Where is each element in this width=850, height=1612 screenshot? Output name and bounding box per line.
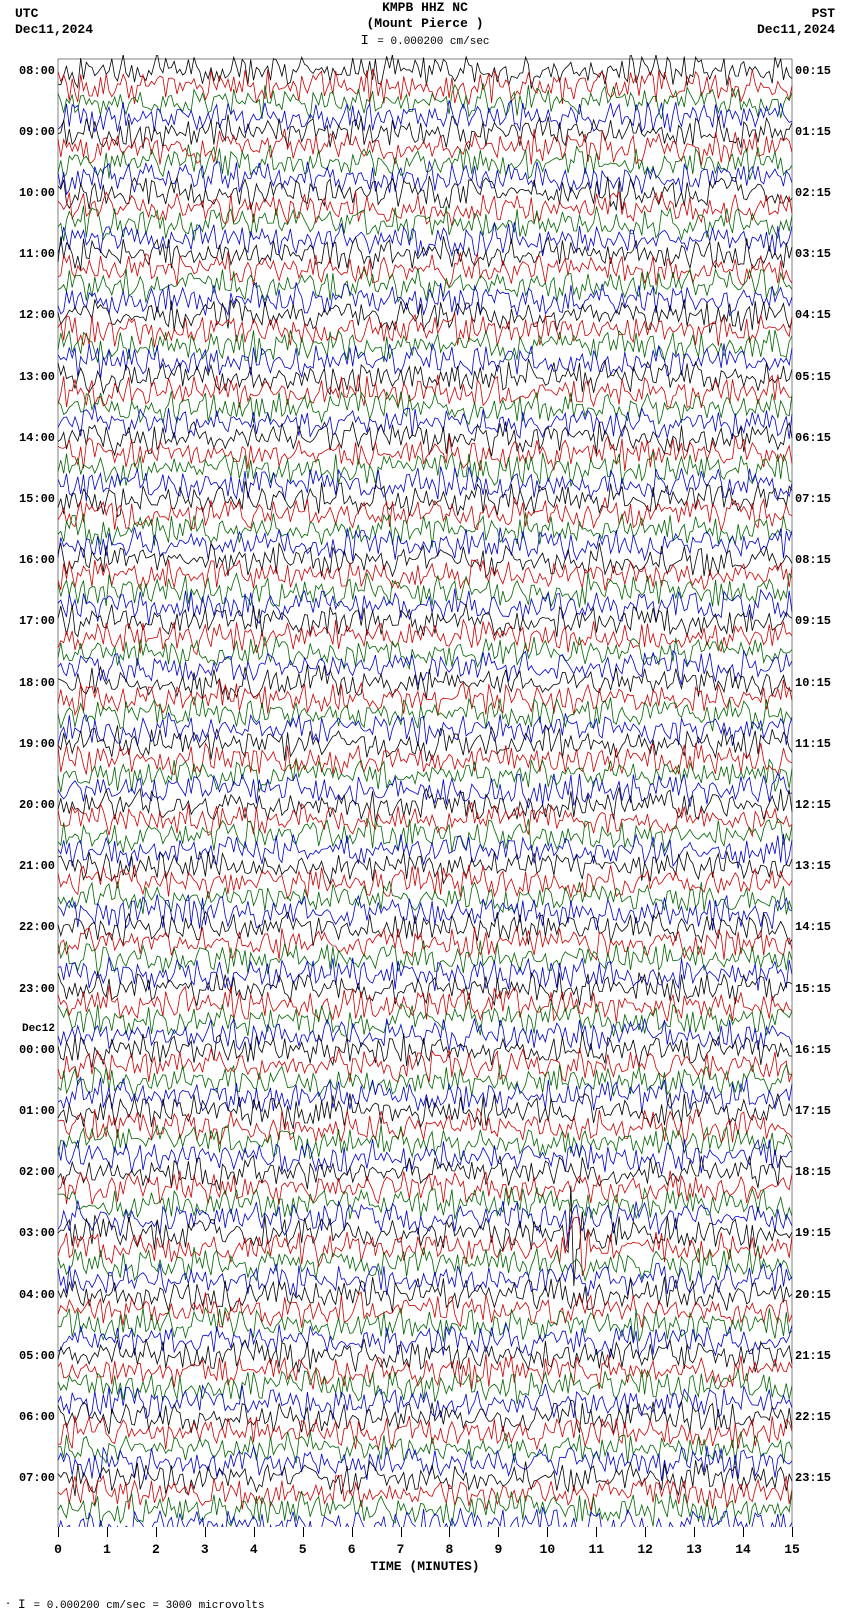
utc-hour-label: 08:00 <box>19 64 55 78</box>
xaxis-tick-label: 4 <box>250 1542 258 1557</box>
yaxis-left-utc: 08:00 09:00 10:00 11:00 12:00 13:00 14:00 15:00… <box>10 55 55 1527</box>
pst-hour-label: 07:15 <box>795 492 831 506</box>
utc-hour-label: 22:00 <box>19 920 55 934</box>
pst-hour-label: 13:15 <box>795 859 831 873</box>
xaxis-tick-label: 12 <box>637 1542 653 1557</box>
pst-hour-label: 18:15 <box>795 1165 831 1179</box>
xaxis-tick-label: 0 <box>54 1542 62 1557</box>
utc-hour-label: 15:00 <box>19 492 55 506</box>
pst-hour-label: 11:15 <box>795 737 831 751</box>
xaxis-tick-label: 8 <box>446 1542 454 1557</box>
utc-hour-label: 23:00 <box>19 982 55 996</box>
seismogram-container: UTC Dec11,2024 KMPB HHZ NC (Mount Pierce… <box>0 0 850 1612</box>
xaxis-tick-label: 9 <box>494 1542 502 1557</box>
pst-date: Dec11,2024 <box>757 22 835 38</box>
utc-hour-label: 03:00 <box>19 1226 55 1240</box>
xaxis-tick-label: 11 <box>588 1542 604 1557</box>
scale-bar-icon: ⋅ I <box>6 1597 34 1612</box>
xaxis-tick-label: 10 <box>540 1542 556 1557</box>
header-center: KMPB HHZ NC (Mount Pierce ) I = 0.000200… <box>360 0 489 50</box>
pst-hour-label: 03:15 <box>795 247 831 261</box>
pst-hour-label: 02:15 <box>795 186 831 200</box>
utc-hour-label: 19:00 <box>19 737 55 751</box>
station-location: (Mount Pierce ) <box>360 16 489 32</box>
xaxis-tick-label: 7 <box>397 1542 405 1557</box>
utc-hour-label: 07:00 <box>19 1471 55 1485</box>
utc-hour-label: 16:00 <box>19 553 55 567</box>
pst-hour-label: 14:15 <box>795 920 831 934</box>
scale-bar-icon: I <box>360 33 377 49</box>
pst-hour-label: 16:15 <box>795 1043 831 1057</box>
utc-hour-label: 01:00 <box>19 1104 55 1118</box>
pst-hour-label: 06:15 <box>795 431 831 445</box>
utc-hour-label: 14:00 <box>19 431 55 445</box>
utc-hour-label: 04:00 <box>19 1288 55 1302</box>
pst-hour-label: 10:15 <box>795 676 831 690</box>
utc-hour-label: Dec12 <box>22 1024 55 1035</box>
utc-hour-label: 06:00 <box>19 1410 55 1424</box>
pst-hour-label: 22:15 <box>795 1410 831 1424</box>
pst-hour-label: 04:15 <box>795 308 831 322</box>
pst-hour-label: 08:15 <box>795 553 831 567</box>
pst-hour-label: 12:15 <box>795 798 831 812</box>
scale-indicator-top: I = 0.000200 cm/sec <box>360 33 489 51</box>
pst-hour-label: 00:15 <box>795 64 831 78</box>
xaxis-tick-label: 6 <box>348 1542 356 1557</box>
plot-area: 08:00 09:00 10:00 11:00 12:00 13:00 14:00 15:00… <box>0 55 850 1527</box>
header: UTC Dec11,2024 KMPB HHZ NC (Mount Pierce… <box>0 0 850 55</box>
pst-hour-label: 09:15 <box>795 614 831 628</box>
xaxis-tick-label: 14 <box>735 1542 751 1557</box>
header-left: UTC Dec11,2024 <box>15 6 93 39</box>
utc-date: Dec11,2024 <box>15 22 93 38</box>
xaxis-tick-label: 13 <box>686 1542 702 1557</box>
utc-hour-label: 18:00 <box>19 676 55 690</box>
pst-hour-label: 15:15 <box>795 982 831 996</box>
utc-hour-label: 10:00 <box>19 186 55 200</box>
pst-hour-label: 01:15 <box>795 125 831 139</box>
utc-hour-label: 00:00 <box>19 1043 55 1057</box>
utc-hour-label: 13:00 <box>19 370 55 384</box>
pst-hour-label: 21:15 <box>795 1349 831 1363</box>
xaxis-label: TIME (MINUTES) <box>370 1559 479 1574</box>
xaxis-tick-label: 15 <box>784 1542 800 1557</box>
pst-hour-label: 19:15 <box>795 1226 831 1240</box>
footer-scale: ⋅ I = 0.000200 cm/sec = 3000 microvolts <box>6 1597 850 1612</box>
utc-hour-label: 17:00 <box>19 614 55 628</box>
pst-hour-label: 23:15 <box>795 1471 831 1485</box>
utc-hour-label: 05:00 <box>19 1349 55 1363</box>
xaxis-tick-label: 3 <box>201 1542 209 1557</box>
utc-hour-label: 11:00 <box>19 247 55 261</box>
xaxis-tick-label: 2 <box>152 1542 160 1557</box>
helicorder-plot <box>0 55 850 1527</box>
pst-tz-label: PST <box>757 6 835 22</box>
utc-hour-label: 12:00 <box>19 308 55 322</box>
utc-tz-label: UTC <box>15 6 93 22</box>
yaxis-right-pst: 00:15 01:15 02:15 03:15 04:15 05:15 06:15 07:15… <box>795 55 840 1527</box>
utc-hour-label: 20:00 <box>19 798 55 812</box>
utc-hour-label: 09:00 <box>19 125 55 139</box>
xaxis-tick-label: 5 <box>299 1542 307 1557</box>
station-code: KMPB HHZ NC <box>360 0 489 16</box>
utc-hour-label: 21:00 <box>19 859 55 873</box>
xaxis-tick-label: 1 <box>103 1542 111 1557</box>
pst-hour-label: 17:15 <box>795 1104 831 1118</box>
pst-hour-label: 20:15 <box>795 1288 831 1302</box>
xaxis: TIME (MINUTES) 0123456789101112131415 <box>58 1527 792 1567</box>
pst-hour-label: 05:15 <box>795 370 831 384</box>
header-right: PST Dec11,2024 <box>757 6 835 39</box>
xaxis-tickmarks <box>58 1527 792 1539</box>
utc-hour-label: 02:00 <box>19 1165 55 1179</box>
